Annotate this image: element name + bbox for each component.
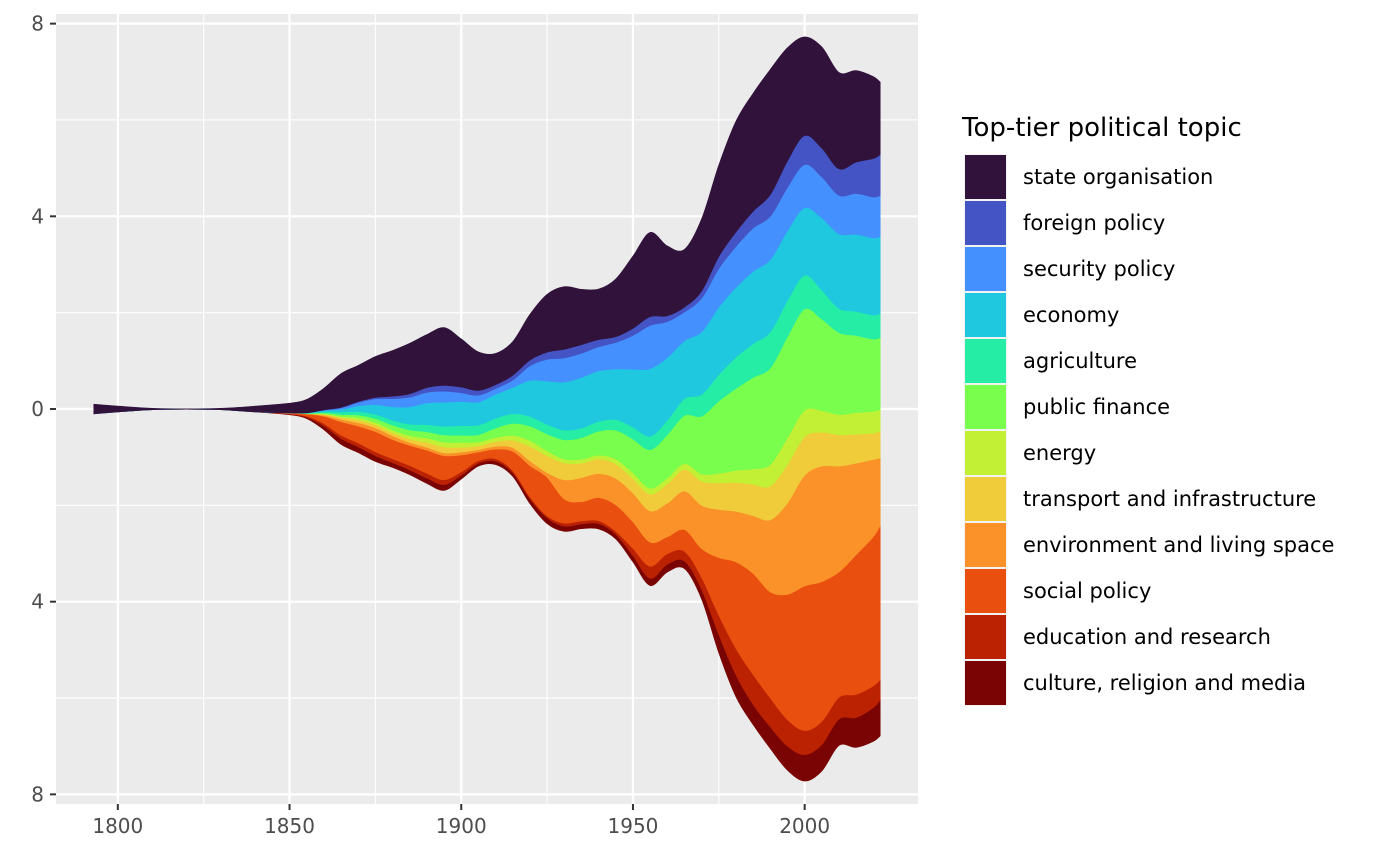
legend-key-swatch	[965, 339, 1006, 383]
legend-key-swatch	[965, 569, 1006, 613]
legend: Top-tier political topic state organisat…	[961, 113, 1334, 706]
x-axis-tick-label: 2000	[779, 814, 830, 838]
stream-layer-state-organisation	[93, 36, 881, 415]
legend-label: environment and living space	[1023, 533, 1334, 557]
legend-key-swatch	[965, 523, 1006, 567]
x-axis-tick-label: 1850	[264, 814, 315, 838]
legend-label: public finance	[1023, 395, 1170, 419]
legend-key-swatch	[965, 615, 1006, 659]
y-axis-tick-label: 4	[31, 590, 44, 614]
y-axis-tick-label: 4	[31, 204, 44, 228]
legend-label: economy	[1023, 303, 1119, 327]
legend-key-swatch	[965, 155, 1006, 199]
legend-label: agriculture	[1023, 349, 1137, 373]
stream-layers	[93, 36, 881, 782]
legend-key-swatch	[965, 661, 1006, 705]
legend-label: transport and infrastructure	[1023, 487, 1316, 511]
legend-title: Top-tier political topic	[961, 113, 1242, 143]
legend-label: foreign policy	[1023, 211, 1165, 235]
y-axis-tick-label: 8	[31, 782, 44, 806]
y-axis-tick-label: 0	[31, 397, 44, 421]
legend-label: energy	[1023, 441, 1096, 465]
x-axis-tick-label: 1800	[92, 814, 143, 838]
legend-label: social policy	[1023, 579, 1151, 603]
y-axis-tick-label: 8	[31, 12, 44, 36]
x-axis: 1800 1850 1900 1950 2000	[92, 804, 830, 838]
legend-label: education and research	[1023, 625, 1271, 649]
x-axis-tick-label: 1950	[608, 814, 659, 838]
legend-label: culture, religion and media	[1023, 671, 1306, 695]
legend-key-swatch	[965, 477, 1006, 521]
legend-key-swatch	[965, 431, 1006, 475]
legend-key-swatch	[965, 385, 1006, 429]
legend-label: state organisation	[1023, 165, 1213, 189]
legend-key-swatch	[965, 293, 1006, 337]
legend-label: security policy	[1023, 257, 1175, 281]
legend-key-swatch	[965, 201, 1006, 245]
y-axis: 8 4 0 4 8	[31, 12, 56, 806]
legend-key-swatch	[965, 247, 1006, 291]
x-axis-tick-label: 1900	[436, 814, 487, 838]
legend-items: state organisation foreign policy security…	[964, 154, 1334, 706]
